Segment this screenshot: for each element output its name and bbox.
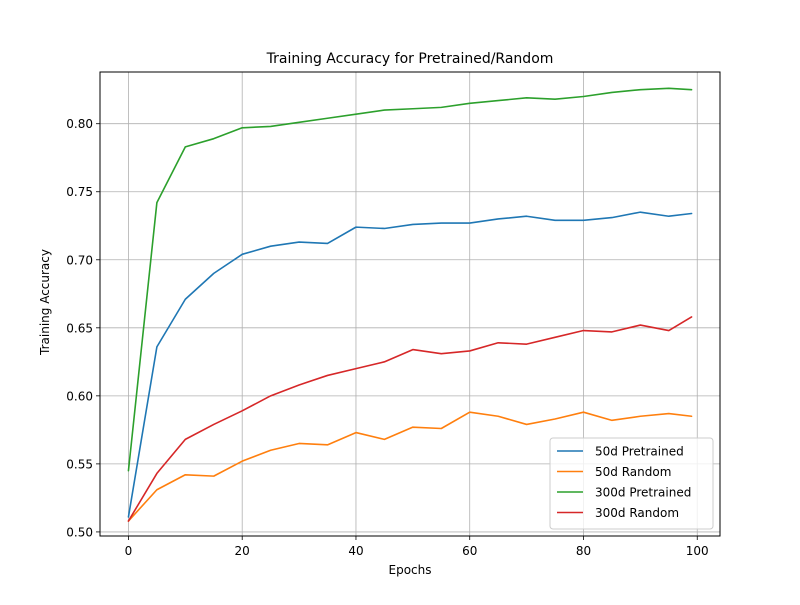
y-tick-label: 0.70 bbox=[66, 253, 93, 267]
y-tick-label: 0.50 bbox=[66, 525, 93, 539]
legend-label-1: 50d Random bbox=[595, 465, 671, 479]
x-tick-label: 20 bbox=[235, 544, 250, 558]
x-tick-label: 40 bbox=[348, 544, 363, 558]
legend-label-0: 50d Pretrained bbox=[595, 445, 684, 459]
series-line-3 bbox=[127, 316, 693, 522]
legend: 50d Pretrained 50d Random 300d Pretrained 3… bbox=[549, 437, 714, 530]
x-axis-label: Epochs bbox=[389, 563, 432, 577]
series-line-1 bbox=[127, 411, 693, 522]
y-tick-label: 0.65 bbox=[66, 321, 93, 335]
grid-lines bbox=[100, 72, 720, 536]
y-axis-label: Training Accuracy bbox=[38, 249, 52, 356]
series-line-0 bbox=[127, 211, 693, 518]
x-tick-label: 100 bbox=[686, 544, 709, 558]
legend-box bbox=[549, 437, 714, 530]
y-tick-label: 0.80 bbox=[66, 117, 93, 131]
x-tick-label: 80 bbox=[576, 544, 591, 558]
plot-area-frame bbox=[99, 71, 721, 537]
chart-title: Training Accuracy for Pretrained/Random bbox=[266, 51, 554, 67]
y-tick-label: 0.75 bbox=[66, 185, 93, 199]
series-lines bbox=[127, 87, 693, 522]
x-tick-label: 60 bbox=[462, 544, 477, 558]
axis-ticks: 0 20 40 60 80 100 0.50 0.55 0.60 0.65 0.70 0.75 0.80 bbox=[66, 117, 708, 558]
y-tick-label: 0.60 bbox=[66, 389, 93, 403]
legend-label-2: 300d Pretrained bbox=[595, 486, 691, 500]
y-tick-label: 0.55 bbox=[66, 457, 93, 471]
x-tick-label: 0 bbox=[125, 544, 133, 558]
series-line-2 bbox=[127, 87, 693, 472]
legend-label-3: 300d Random bbox=[595, 506, 679, 520]
